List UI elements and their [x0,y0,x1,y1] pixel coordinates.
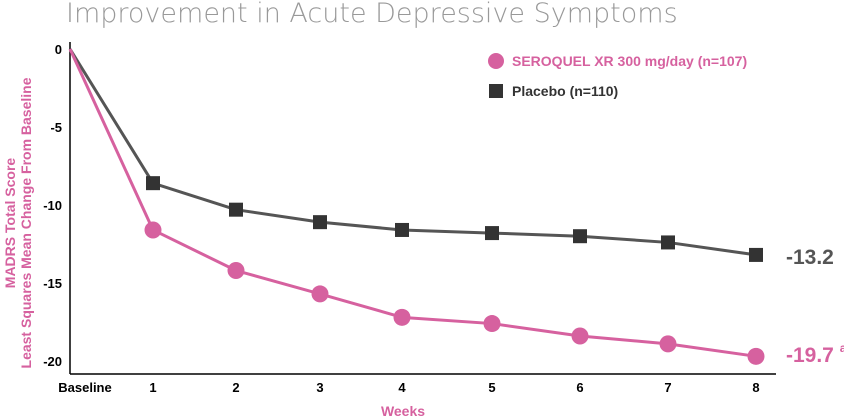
y-axis-ticks: 0 -5 -10 -15 -20 [43,42,62,369]
series-layer [68,48,765,365]
data-point-placebo [749,247,763,262]
x-tick-label: Baseline [58,380,111,395]
end-label-seroquel-value: -19.7 [786,344,834,367]
x-tick-label: 4 [398,380,406,395]
x-tick-label: 1 [149,380,156,395]
data-point-seroquel [393,308,411,326]
data-point-placebo [229,202,243,217]
data-point-seroquel [747,347,765,365]
y-tick-label: -15 [43,276,62,291]
x-tick-label: 7 [664,380,671,395]
legend: SEROQUEL XR 300 mg/day (n=107) Placebo (… [488,53,747,99]
x-tick-label: 6 [576,380,583,395]
data-point-placebo [661,235,675,250]
y-tick-label: -5 [50,120,62,135]
end-label-placebo: -13.2 [786,246,834,269]
x-axis-label: Weeks [381,403,425,419]
legend-marker-seroquel [488,53,504,69]
data-point-seroquel [483,315,501,333]
data-point-placebo [573,229,587,244]
end-label-seroquel-superscript: a [840,341,844,355]
x-axis-ticks: Baseline 1 2 3 4 5 6 7 8 [58,380,759,395]
legend-label-seroquel: SEROQUEL XR 300 mg/day (n=107) [512,53,747,69]
data-point-seroquel [571,327,589,345]
chart-title: Improvement in Acute Depressive Symptoms [66,0,678,29]
data-point-placebo [395,222,409,237]
data-point-seroquel [227,262,245,280]
y-axis-label-line1: MADRS Total Score [2,158,18,289]
x-tick-label: 2 [232,380,239,395]
legend-marker-placebo [489,84,503,98]
data-point-placebo [313,215,327,230]
x-tick-label: 8 [752,380,759,395]
y-axis-label-line2: Least Squares Mean Change From Baseline [18,77,34,368]
legend-label-placebo: Placebo (n=110) [512,83,618,99]
data-point-placebo [146,176,160,191]
x-tick-label: 5 [488,380,495,395]
y-tick-label: -20 [43,354,62,369]
series-line-seroquel [68,48,757,358]
end-label-seroquel: -19.7 a [786,341,844,367]
data-point-seroquel [144,221,162,239]
data-point-placebo [485,226,499,241]
data-point-seroquel [659,335,677,353]
series-line-placebo [68,48,757,257]
x-tick-label: 3 [316,380,323,395]
y-tick-label: 0 [55,42,62,57]
y-tick-label: -10 [43,198,62,213]
data-point-seroquel [311,285,329,303]
